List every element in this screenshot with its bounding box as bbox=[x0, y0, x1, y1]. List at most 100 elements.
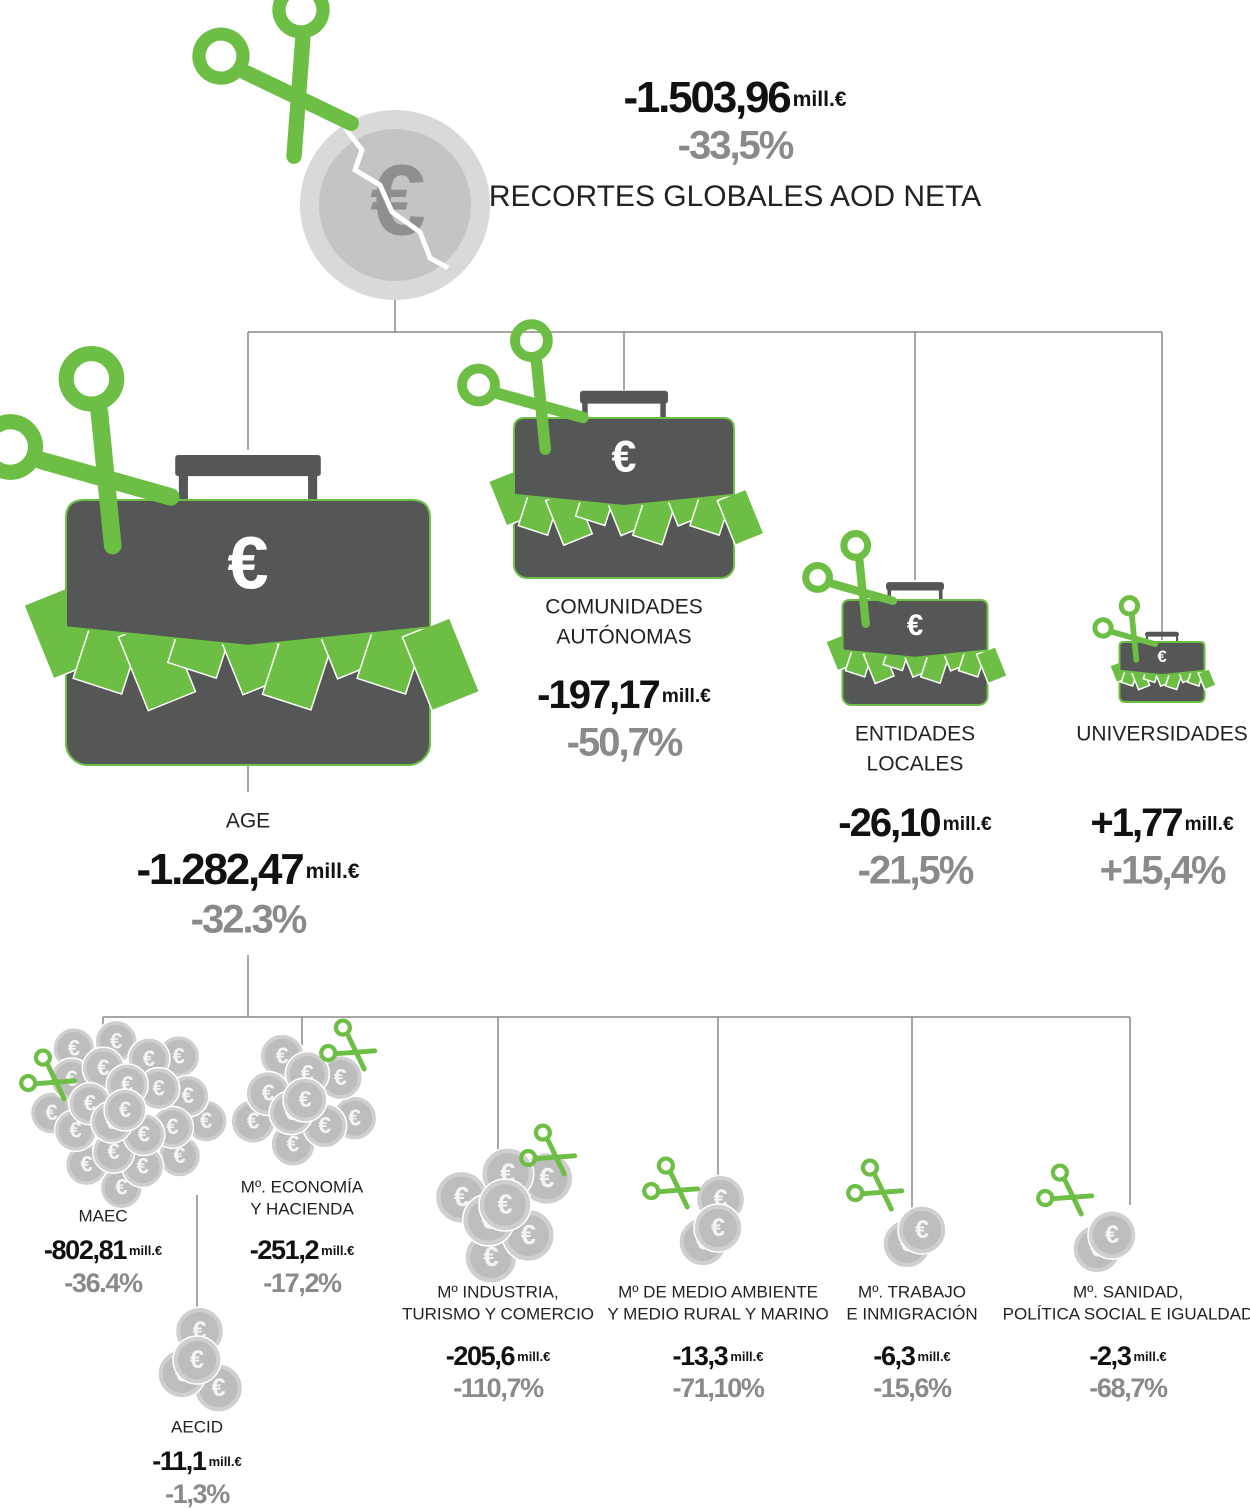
scissors-icon bbox=[642, 1156, 704, 1217]
scissors-handle bbox=[839, 529, 872, 562]
coin-symbol: € bbox=[143, 1046, 155, 1071]
coin-symbol: € bbox=[1105, 1221, 1119, 1249]
percent: -36.4% bbox=[64, 1268, 143, 1298]
amount: -11,1mill.€ bbox=[152, 1446, 241, 1476]
coin-symbol: € bbox=[915, 1216, 929, 1244]
node-label: Y HACIENDA bbox=[250, 1199, 354, 1218]
node-label: POLÍTICA SOCIAL E IGUALDAD bbox=[1003, 1304, 1250, 1323]
amount-value: -6,3 bbox=[873, 1341, 915, 1371]
coin-symbol: € bbox=[137, 1153, 149, 1178]
scissors-handle bbox=[271, 0, 331, 40]
percent: -17,2% bbox=[263, 1268, 342, 1298]
amount-value: -11,1 bbox=[152, 1446, 207, 1476]
amount-unit: mill.€ bbox=[517, 1349, 550, 1364]
node-label: UNIVERSIDADES bbox=[1076, 723, 1248, 746]
briefcase-symbol: € bbox=[612, 431, 637, 481]
percent: -68,7% bbox=[1089, 1373, 1168, 1403]
node-label: ENTIDADES bbox=[855, 723, 975, 746]
scissors-handle bbox=[846, 1183, 865, 1202]
scissors-handle bbox=[1118, 594, 1141, 617]
node-label: Mº. TRABAJO bbox=[858, 1282, 966, 1301]
percent: +15,4% bbox=[1100, 849, 1226, 893]
amount-value: -197,17 bbox=[537, 673, 659, 717]
scissors-icon bbox=[846, 1158, 908, 1219]
percent: -71,10% bbox=[672, 1373, 764, 1403]
node-label: COMUNIDADES bbox=[545, 596, 703, 619]
node-label: AUTÓNOMAS bbox=[556, 626, 691, 649]
percent: -50,7% bbox=[567, 721, 683, 765]
scissors-handle bbox=[19, 1073, 38, 1092]
scissors-handle bbox=[801, 561, 834, 594]
node-label: Mº. SANIDAD, bbox=[1073, 1282, 1183, 1301]
coin-symbol: € bbox=[299, 1086, 312, 1112]
coin-symbol: € bbox=[182, 1083, 194, 1108]
amount-unit: mill.€ bbox=[730, 1349, 763, 1364]
root-coin-symbol: € bbox=[370, 144, 426, 256]
amount-unit: mill.€ bbox=[1185, 814, 1234, 835]
scissors-handle bbox=[455, 362, 501, 408]
root-label: RECORTES GLOBALES AOD NETA bbox=[489, 180, 981, 213]
amount-unit: mill.€ bbox=[321, 1243, 354, 1258]
percent: -21,5% bbox=[858, 849, 974, 893]
scissors-handle bbox=[56, 343, 127, 414]
node-label: TURISMO Y COMERCIO bbox=[402, 1304, 594, 1323]
coin-symbol: € bbox=[45, 1100, 57, 1125]
coin-symbol: € bbox=[711, 1214, 725, 1242]
node-label: LOCALES bbox=[867, 753, 964, 776]
briefcase-handle bbox=[1145, 632, 1179, 637]
scissors-handle bbox=[508, 317, 554, 363]
coin-symbol: € bbox=[539, 1162, 554, 1193]
coin-symbol: € bbox=[166, 1114, 178, 1139]
amount-value: +1,77 bbox=[1090, 801, 1182, 845]
percent: -33,5% bbox=[678, 124, 794, 168]
coin-symbol: € bbox=[348, 1104, 361, 1130]
scissors-handle bbox=[642, 1181, 661, 1200]
briefcase-symbol: € bbox=[227, 521, 268, 604]
amount-unit: mill.€ bbox=[209, 1454, 242, 1469]
scissors-icon bbox=[1036, 1163, 1098, 1224]
coin-symbol: € bbox=[119, 1097, 131, 1122]
coin-symbol: € bbox=[190, 1346, 204, 1374]
node-label: Mº INDUSTRIA, bbox=[437, 1282, 558, 1301]
amount-value: -251,2 bbox=[250, 1235, 319, 1265]
percent: -1,3% bbox=[165, 1479, 230, 1508]
node-label: AGE bbox=[226, 810, 270, 833]
scissors-handle bbox=[1036, 1188, 1055, 1207]
amount-value: -2,3 bbox=[1089, 1341, 1131, 1371]
briefcase-handle bbox=[175, 455, 321, 476]
node-label: E INMIGRACIÓN bbox=[846, 1304, 977, 1323]
amount-unit: mill.€ bbox=[129, 1243, 162, 1258]
amount-unit: mill.€ bbox=[793, 88, 847, 111]
amount-value: -205,6 bbox=[446, 1341, 516, 1371]
coin-symbol: € bbox=[497, 1189, 512, 1220]
amount-unit: mill.€ bbox=[306, 860, 360, 883]
briefcase-handle bbox=[580, 391, 668, 404]
node-label: MAEC bbox=[78, 1206, 127, 1225]
percent: -110,7% bbox=[453, 1373, 544, 1403]
briefcase-symbol: € bbox=[907, 609, 923, 642]
scissors-handle bbox=[1092, 616, 1115, 639]
diagram: €-1.503,96mill.€-33,5%RECORTES GLOBALES … bbox=[0, 0, 1250, 1508]
amount-value: -802,81 bbox=[44, 1235, 127, 1265]
node-label: AECID bbox=[171, 1417, 223, 1436]
node-label: Mº DE MEDIO AMBIENTE bbox=[618, 1282, 818, 1301]
amount-value: -13,3 bbox=[673, 1341, 729, 1371]
amount-unit: mill.€ bbox=[943, 814, 992, 835]
amount-unit: mill.€ bbox=[918, 1349, 951, 1364]
percent: -15,6% bbox=[873, 1373, 952, 1403]
coin-symbol: € bbox=[65, 1066, 77, 1091]
amount-value: -1.503,96 bbox=[623, 73, 790, 122]
coin-symbol: € bbox=[173, 1043, 185, 1068]
percent: -32.3% bbox=[191, 898, 307, 942]
briefcase-symbol: € bbox=[1157, 647, 1167, 666]
